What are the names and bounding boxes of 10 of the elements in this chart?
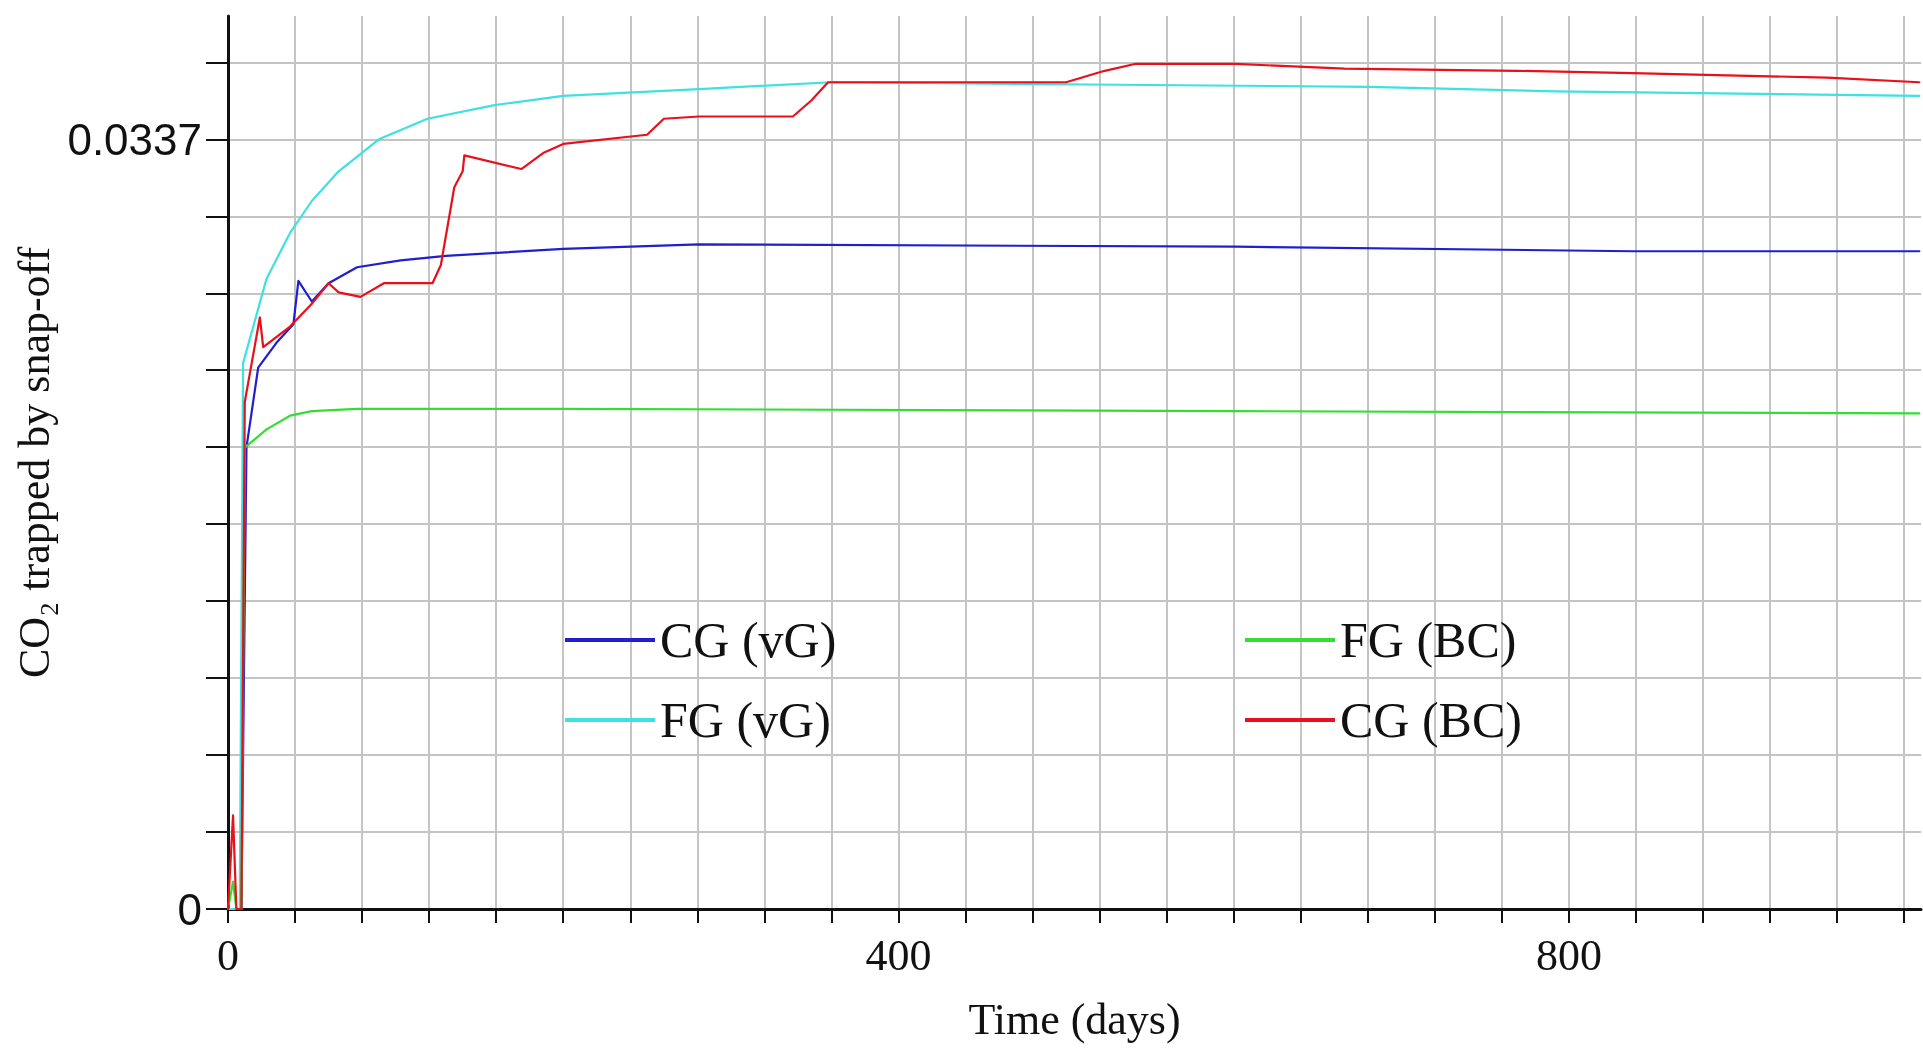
- legend-label: FG (vG): [660, 692, 831, 748]
- y-tick-label: 0.0337: [67, 114, 202, 164]
- legend-label: CG (BC): [1340, 692, 1522, 748]
- x-tick-label: 800: [1535, 930, 1602, 980]
- x-tick-label: 400: [865, 930, 932, 980]
- legend-label: FG (BC): [1340, 612, 1517, 668]
- x-axis-title: Time (days): [968, 994, 1181, 1044]
- legend-label: CG (vG): [660, 612, 837, 668]
- y-axis-title: CO₂ trapped by snap-off: [10, 246, 60, 679]
- x-tick-label: 0: [217, 930, 239, 980]
